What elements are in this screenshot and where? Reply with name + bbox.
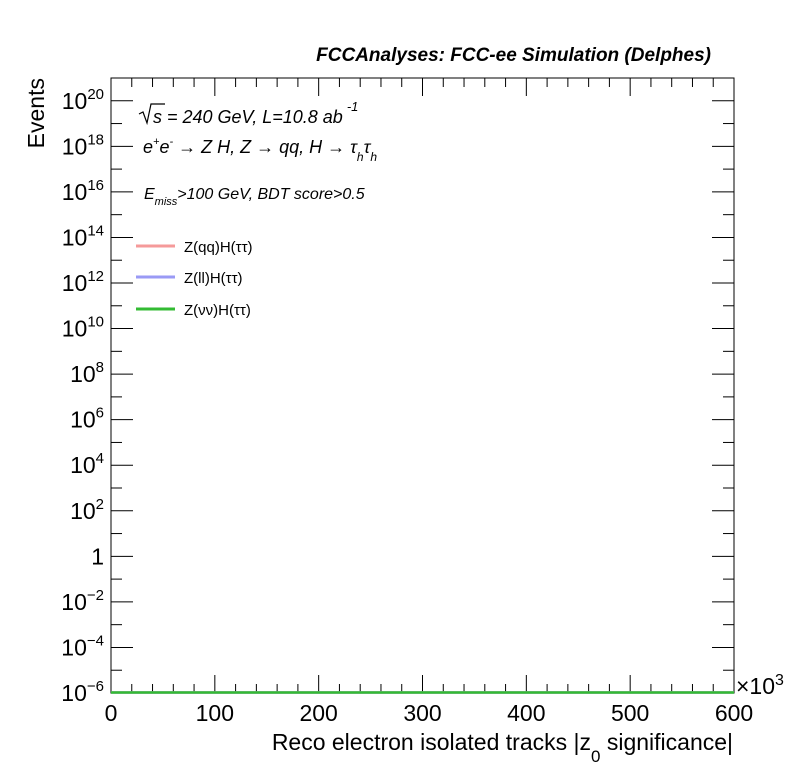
- y-axis-title: Events: [23, 78, 49, 148]
- y-tick-exp: 16: [87, 177, 104, 194]
- y-tick-base: 10: [61, 589, 87, 615]
- y-tick-base: 10: [70, 498, 96, 524]
- y-tick-label: 104: [70, 450, 104, 478]
- x-tick-label: 600: [715, 700, 753, 726]
- legend-label: Z(νν)H(ττ): [184, 302, 251, 319]
- y-tick-base: 10: [61, 680, 87, 706]
- y-tick-exp: −2: [87, 587, 104, 604]
- x-multiplier-exp: 3: [775, 672, 784, 689]
- y-tick-base: 10: [62, 88, 88, 114]
- y-tick-exp: 10: [87, 314, 104, 331]
- annotation-energy: s = 240 GeV, L=10.8 ab -1: [138, 99, 358, 127]
- svg-text:s = 240 GeV, L=10.8 ab-1: s = 240 GeV, L=10.8 ab -1: [153, 99, 358, 127]
- y-tick-exp: 12: [87, 268, 104, 285]
- y-tick-label: 106: [70, 405, 104, 433]
- legend-label: Z(qq)H(ττ): [184, 239, 253, 256]
- annotation-lumi-exp: -1: [347, 99, 359, 114]
- annotation-process: e+e- → Z H, Z → qq, H → τhτh: [143, 136, 377, 164]
- y-tick-exp: 18: [87, 131, 104, 148]
- legend: Z(qq)H(ττ) Z(ll)H(ττ) Z(νν)H(ττ): [136, 239, 253, 319]
- x-tick-label: 200: [299, 700, 337, 726]
- y-tick-label: 10−4: [61, 632, 104, 660]
- y-tick-exp: 4: [96, 450, 104, 467]
- x-tick-label: 300: [403, 700, 441, 726]
- y-tick-base: 10: [70, 361, 96, 387]
- chart-title: FCCAnalyses: FCC-ee Simulation (Delphes): [316, 45, 711, 66]
- annotation-energy-lumi: = 240 GeV, L=10.8 ab: [162, 107, 343, 127]
- y-tick-base: 10: [70, 407, 96, 433]
- y-tick-label: 1020: [62, 86, 104, 114]
- x-axis-title-end: significance|: [600, 729, 733, 755]
- annotation-sqrt-s: s: [153, 107, 162, 127]
- x-axis-title-main: Reco electron isolated tracks |z: [272, 729, 591, 755]
- y-tick-base: 10: [62, 179, 88, 205]
- y-tick-label: 1010: [62, 314, 104, 342]
- x-tick-label: 100: [196, 700, 234, 726]
- y-tick-base: 10: [62, 316, 88, 342]
- x-tick-label: 0: [105, 700, 118, 726]
- y-tick-base: 10: [70, 452, 96, 478]
- x-tick-label: 500: [611, 700, 649, 726]
- y-tick-exp: −4: [87, 632, 104, 649]
- y-tick-exp: −6: [87, 678, 104, 695]
- y-tick-label: 1016: [62, 177, 104, 205]
- legend-label: Z(ll)H(ττ): [184, 270, 243, 287]
- y-tick-label: 10−6: [61, 678, 104, 706]
- axis-ticks: [110, 77, 735, 694]
- x-axis-title: Reco electron isolated tracks |z0 signif…: [272, 729, 733, 766]
- y-tick-base: 10: [62, 270, 88, 296]
- annotation-cuts: Emiss>100 GeV, BDT score>0.5: [144, 186, 365, 208]
- y-tick-label: 1018: [62, 131, 104, 159]
- y-tick-label: 1012: [62, 268, 104, 296]
- x-multiplier-base: ×10: [736, 673, 775, 699]
- y-tick-base: 10: [61, 634, 87, 660]
- y-tick-label: 108: [70, 359, 104, 387]
- y-tick-base: 10: [62, 224, 88, 250]
- y-tick-exp: 6: [96, 405, 104, 422]
- x-axis-title-sub: 0: [591, 747, 600, 766]
- y-tick-exp: 20: [87, 86, 104, 103]
- x-tick-label: 400: [507, 700, 545, 726]
- y-tick-label: 10−2: [61, 587, 104, 615]
- y-tick-exp: 2: [96, 496, 104, 513]
- y-tick-label: 102: [70, 496, 104, 524]
- x-axis-multiplier: ×103: [736, 672, 784, 699]
- y-tick-label: 1014: [62, 222, 104, 250]
- sqrt-symbol-icon: [138, 103, 165, 126]
- y-tick-exp: 8: [96, 359, 104, 376]
- y-tick-label: 1: [91, 543, 104, 569]
- x-tick-labels: 0 100 200 300 400 500 600: [105, 700, 754, 726]
- y-tick-exp: 14: [87, 222, 104, 239]
- y-tick-base: 10: [62, 133, 88, 159]
- y-tick-labels: 102010181016101410121010108106104102110−…: [61, 86, 104, 706]
